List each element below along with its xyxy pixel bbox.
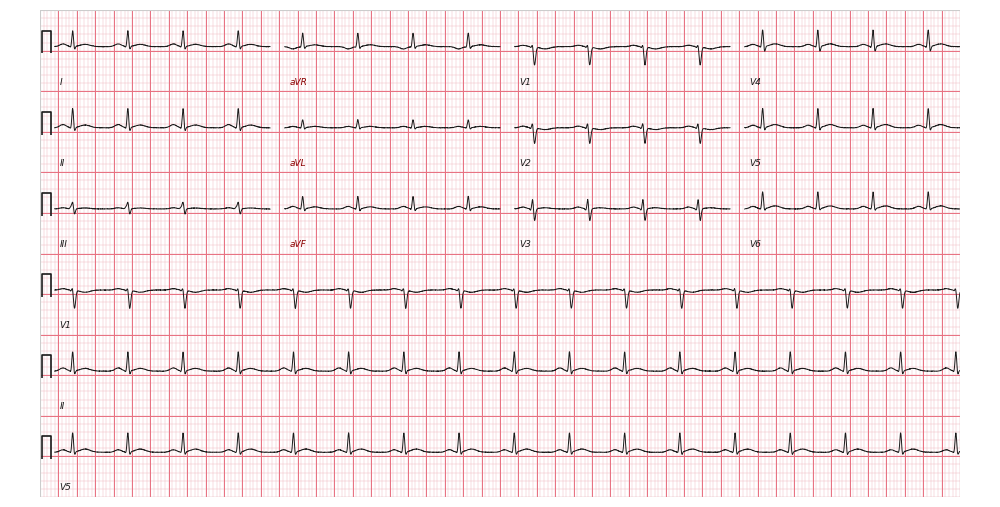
Text: aVL: aVL [289, 159, 306, 168]
Text: III: III [59, 240, 67, 249]
Text: V1: V1 [519, 78, 531, 87]
Text: V4: V4 [749, 78, 761, 87]
Text: V5: V5 [749, 159, 761, 168]
Text: V1: V1 [59, 321, 71, 330]
Text: I: I [59, 78, 62, 87]
Text: V6: V6 [749, 240, 761, 249]
Text: V5: V5 [59, 483, 71, 492]
Text: aVR: aVR [289, 78, 307, 87]
Text: V3: V3 [519, 240, 531, 249]
Text: aVF: aVF [289, 240, 306, 249]
Text: V2: V2 [519, 159, 531, 168]
Text: II: II [59, 159, 65, 168]
Text: II: II [59, 402, 65, 411]
